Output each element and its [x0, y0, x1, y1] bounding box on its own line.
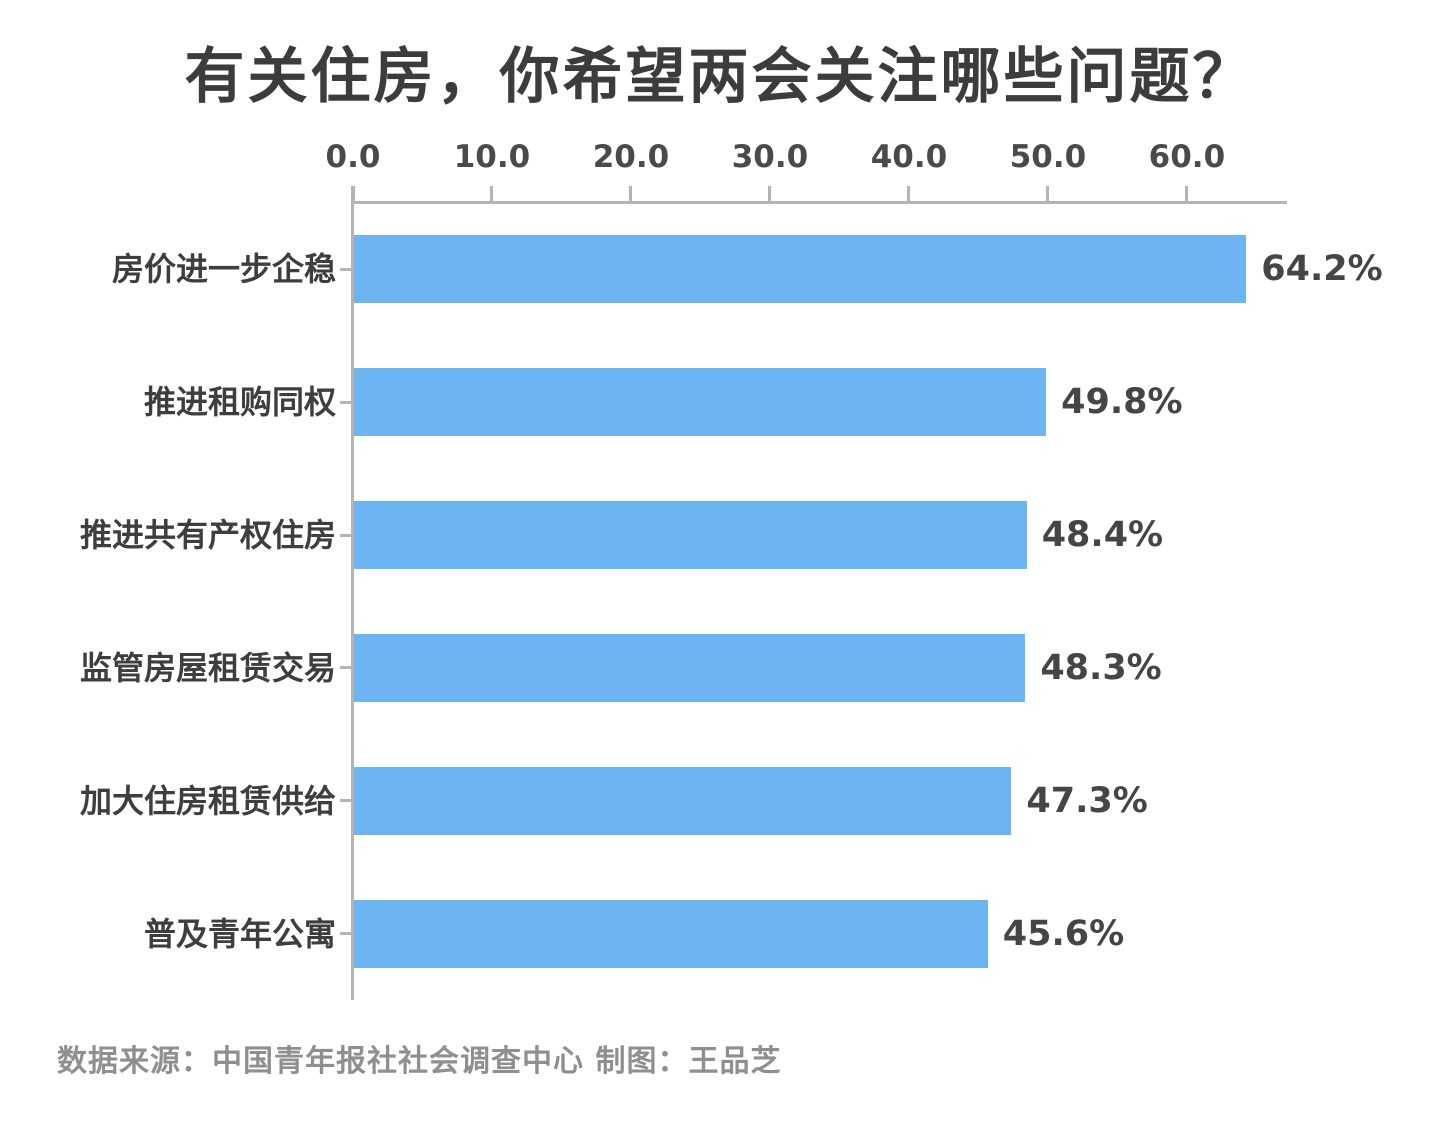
- x-tick-label: 30.0: [731, 139, 809, 175]
- bar-row: 推进共有产权住房 48.4%: [80, 501, 1287, 570]
- x-tick-mark: [1185, 186, 1189, 201]
- x-tick-mark: [351, 186, 355, 201]
- value-label: 49.8%: [1061, 382, 1183, 423]
- y-tick-mark: [340, 267, 353, 271]
- y-tick-mark: [340, 932, 353, 936]
- x-tick-label: 50.0: [1009, 139, 1087, 175]
- plot-area: 0.0 10.0 20.0 30.0 40.0 50.0 60.0 房价进一步企稳 64.2% 推…: [80, 139, 1383, 1000]
- category-label: 房价进一步企稳: [111, 250, 336, 289]
- bar-row: 普及青年公寓 45.6%: [144, 899, 1287, 968]
- value-label: 47.3%: [1026, 780, 1148, 821]
- bar: [354, 368, 1047, 437]
- value-label: 64.2%: [1261, 249, 1383, 290]
- y-axis-line: [351, 186, 354, 1000]
- chart-title: 有关住房，你希望两会关注哪些问题？: [184, 42, 1256, 112]
- y-tick-mark: [340, 666, 353, 670]
- value-label: 48.4%: [1041, 515, 1164, 556]
- x-tick-label: 60.0: [1148, 139, 1226, 175]
- bar-row: 监管房屋租赁交易 48.3%: [80, 633, 1287, 702]
- bar: [354, 501, 1027, 570]
- bar: [354, 899, 988, 968]
- x-tick-mark: [768, 186, 772, 201]
- category-label: 普及青年公寓: [143, 914, 336, 953]
- bar: [354, 235, 1247, 304]
- value-label: 45.6%: [1002, 913, 1125, 954]
- bar-row: 推进租购同权 49.8%: [144, 368, 1287, 437]
- x-tick-mark: [1046, 186, 1050, 201]
- category-label: 推进共有产权住房: [79, 516, 336, 555]
- y-tick-mark: [340, 400, 353, 404]
- y-tick-mark: [340, 533, 353, 537]
- x-tick-mark: [490, 186, 494, 201]
- x-tick-label: 10.0: [453, 139, 531, 175]
- bar-row: 房价进一步企稳 64.2%: [112, 235, 1383, 304]
- data-source: 数据来源：中国青年报社社会调查中心 制图：王品芝: [57, 1044, 782, 1079]
- x-tick-label: 0.0: [325, 139, 381, 175]
- value-label: 48.3%: [1040, 647, 1162, 688]
- x-tick-label: 20.0: [592, 139, 670, 175]
- x-axis-line: [353, 201, 1287, 204]
- x-tick-mark: [629, 186, 633, 201]
- x-tick-label: 40.0: [870, 139, 948, 175]
- category-label: 推进租购同权: [143, 383, 336, 422]
- category-label: 加大住房租赁供给: [79, 781, 336, 820]
- x-tick-mark: [907, 186, 911, 201]
- y-tick-mark: [340, 799, 353, 803]
- bar-row: 加大住房租赁供给 47.3%: [80, 766, 1287, 835]
- category-label: 监管房屋租赁交易: [79, 648, 336, 687]
- bar: [354, 766, 1012, 835]
- bar: [354, 633, 1026, 702]
